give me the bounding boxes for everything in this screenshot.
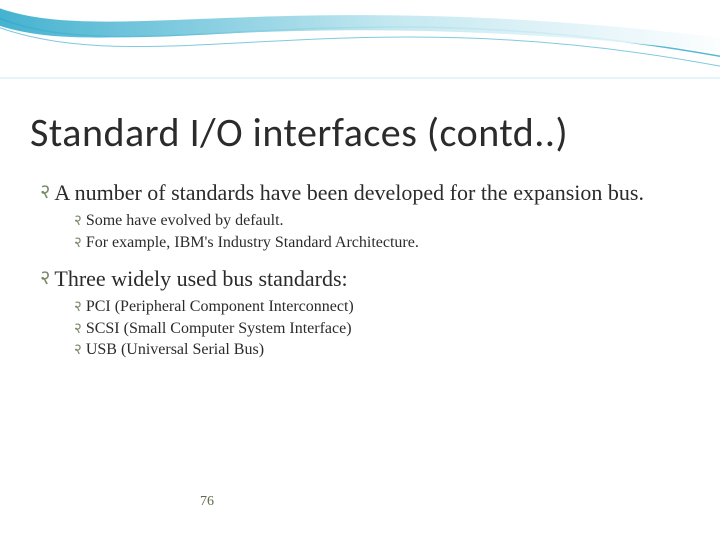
bullet-level2: २SCSI (Small Computer System Interface) <box>74 318 690 340</box>
bullet-text: Three widely used bus standards: <box>54 266 347 291</box>
bullet-text: A number of standards have been develope… <box>54 180 644 205</box>
bullet-glyph-icon: २ <box>40 180 50 204</box>
bullet-level2: २PCI (Peripheral Component Interconnect) <box>74 296 690 318</box>
sublist: २Some have evolved by default. २For exam… <box>74 210 690 253</box>
bullet-level1: २Three widely used bus standards: <box>40 266 690 292</box>
bullet-text: For example, IBM's Industry Standard Arc… <box>86 234 419 251</box>
bullet-glyph-icon: २ <box>74 233 82 253</box>
bullet-text: USB (Universal Serial Bus) <box>86 341 264 358</box>
bullet-level2: २For example, IBM's Industry Standard Ar… <box>74 232 690 254</box>
slide-title: Standard I/O interfaces (contd..) <box>30 108 568 157</box>
bullet-glyph-icon: २ <box>74 211 82 231</box>
bullet-text: PCI (Peripheral Component Interconnect) <box>86 298 354 315</box>
sublist: २PCI (Peripheral Component Interconnect)… <box>74 296 690 361</box>
bullet-level2: २Some have evolved by default. <box>74 210 690 232</box>
decorative-wave <box>0 0 720 90</box>
bullet-level2: २USB (Universal Serial Bus) <box>74 339 690 361</box>
bullet-text: SCSI (Small Computer System Interface) <box>86 320 352 337</box>
bullet-glyph-icon: २ <box>74 319 82 339</box>
slide: Standard I/O interfaces (contd..) २A num… <box>0 0 720 540</box>
page-number: 76 <box>200 494 214 510</box>
bullet-level1: २A number of standards have been develop… <box>40 180 690 206</box>
bullet-glyph-icon: २ <box>74 340 82 360</box>
slide-body: २A number of standards have been develop… <box>40 180 690 373</box>
bullet-text: Some have evolved by default. <box>86 212 284 229</box>
bullet-glyph-icon: २ <box>74 297 82 317</box>
bullet-glyph-icon: २ <box>40 266 50 290</box>
